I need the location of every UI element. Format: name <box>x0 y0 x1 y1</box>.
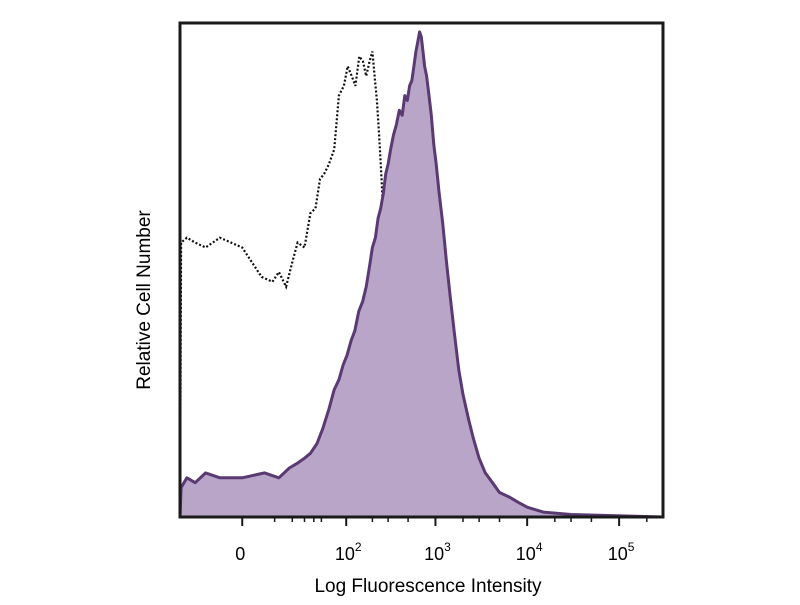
x-axis-label: Log Fluorescence Intensity <box>314 576 542 597</box>
series-layer <box>178 30 664 519</box>
x-tick-label: 0 <box>235 544 245 564</box>
plot-frame <box>178 21 665 519</box>
x-tick-label: 103 <box>424 540 451 564</box>
x-tick-label: 105 <box>608 540 635 564</box>
y-axis-label: Relative Cell Number <box>134 210 155 390</box>
x-tick-label: 104 <box>516 540 543 564</box>
stained-histogram-line <box>178 30 664 519</box>
x-tick-label: 102 <box>335 540 362 564</box>
x-ticks: 0 102 103 104 105 <box>235 517 648 564</box>
stained-histogram-fill <box>180 31 663 518</box>
